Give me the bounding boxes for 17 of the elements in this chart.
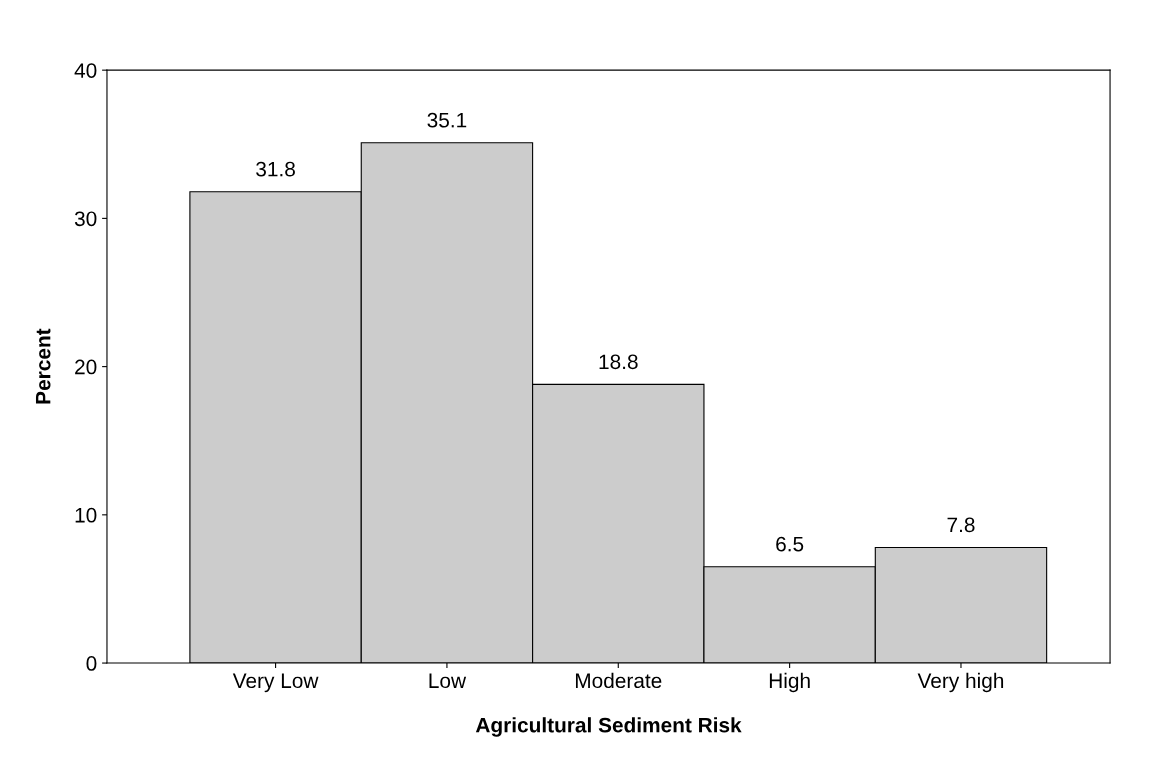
x-tick-label: High (769, 672, 810, 693)
data-label: 35.1 (427, 112, 467, 128)
x-tick-label: Moderate (575, 672, 662, 689)
data-label: 31.8 (256, 161, 295, 177)
x-tick-label: Very high (917, 672, 1004, 693)
y-tick-label: 10 (75, 507, 97, 523)
data-label: 7.8 (947, 517, 975, 533)
x-tick-label: Very Low (232, 673, 319, 693)
x-tick-label: Low (429, 673, 467, 689)
y-tick-label: 20 (75, 359, 97, 375)
x-axis-title: Agricultural Sediment Risk (475, 717, 742, 737)
data-label: 18.8 (599, 354, 638, 370)
y-tick-label: 0 (86, 656, 97, 671)
y-tick-label: 30 (74, 211, 97, 227)
y-axis-title: Percent (35, 328, 51, 404)
y-tick-label: 40 (74, 63, 97, 78)
data-label: 6.5 (776, 536, 804, 552)
